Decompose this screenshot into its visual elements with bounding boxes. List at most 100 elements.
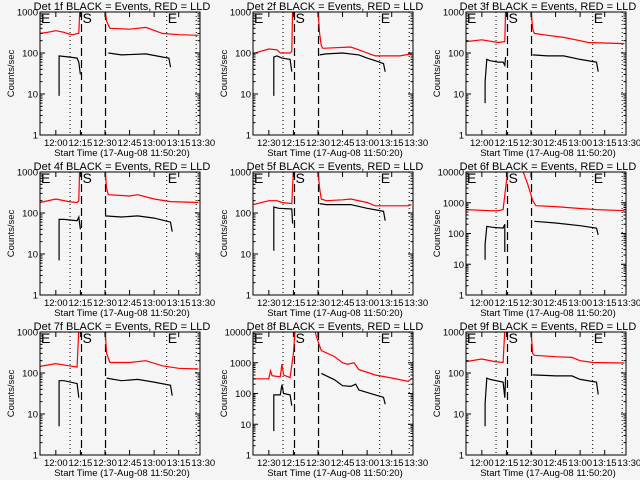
x-tick-label: 12:15 [282,458,306,469]
x-tick-label: 13:15 [380,298,404,309]
y-axis-label: Counts/sec [6,209,17,257]
marker-label: E [467,330,476,346]
panel-title: Det 5f BLACK = Events, RED = LLD [247,161,424,173]
y-tick-label: 10 [240,250,251,261]
x-tick-label: 12:30 [519,298,543,309]
x-axis-label: Start Time (17-Aug-08 11:50:20) [480,148,616,159]
x-tick-label: 12:00 [44,298,68,309]
x-tick-label: 13:30 [617,138,640,149]
x-tick-label: 13:15 [167,298,191,309]
x-tick-label: 12:30 [257,298,281,309]
y-tick-label: 100 [235,389,251,400]
x-tick-label: 12:00 [470,458,494,469]
series-line-lld [40,12,199,36]
marker-label: E [254,330,263,346]
plot-frame [465,331,627,456]
x-tick-label: 13:00 [568,298,592,309]
plot-frame [39,171,201,296]
x-tick-label: 13:00 [142,458,166,469]
y-tick-label: 1 [33,131,38,142]
x-tick-label: 13:00 [355,458,379,469]
plot-frame [252,171,414,296]
plot-frame [252,11,414,136]
y-tick-label: 1 [33,451,38,462]
series-line-lld [466,332,625,364]
x-tick-label: 12:30 [257,138,281,149]
plot-frame [39,11,201,136]
y-tick-label: 10 [27,410,38,421]
plot-frame [252,331,414,456]
x-tick-label: 12:30 [519,138,543,149]
series-line-lld [40,172,199,204]
y-tick-label: 100 [22,209,38,220]
y-tick-label: 1 [246,131,251,142]
y-tick-label: 1 [459,451,464,462]
x-tick-label: 12:45 [118,298,142,309]
x-tick-label: 13:30 [617,458,640,469]
x-tick-label: 12:15 [69,298,93,309]
y-tick-label: 10 [27,250,38,261]
x-tick-label: 12:00 [44,138,68,149]
x-tick-label: 12:00 [44,458,68,469]
x-tick-label: 13:15 [380,138,404,149]
y-axis-label: Counts/sec [6,369,17,417]
marker-label: S [83,330,92,346]
x-tick-label: 12:45 [544,138,568,149]
x-tick-label: 13:30 [191,138,215,149]
series-line-events [273,52,386,96]
y-tick-label: 1000 [17,328,38,339]
y-tick-label: 100 [22,49,38,60]
x-tick-label: 13:15 [167,138,191,149]
y-tick-label: 1000 [230,358,251,369]
series-line-lld [40,332,199,370]
y-axis-label: Counts/sec [6,49,17,97]
series-line-events [273,372,386,432]
y-axis-label: Counts/sec [219,209,230,257]
y-tick-label: 1 [246,291,251,302]
series-line-lld [466,12,625,45]
series-line-events [58,214,173,261]
marker-label: S [296,10,305,26]
x-axis-label: Start Time (17-Aug-08 11:50:20) [54,468,190,479]
marker-label: E [41,10,50,26]
y-axis-label: Counts/sec [219,49,230,97]
x-tick-label: 12:15 [282,138,306,149]
panel-title: Det 4f BLACK = Events, RED = LLD [34,161,211,173]
x-axis-label: Start Time (17-Aug-08 11:50:20) [54,308,190,319]
y-tick-label: 100 [448,369,464,380]
y-tick-label: 10000 [225,328,251,339]
x-tick-label: 12:00 [470,298,494,309]
y-tick-label: 1000 [443,328,464,339]
series-line-events [484,54,599,104]
x-tick-label: 12:00 [470,138,494,149]
x-tick-label: 13:30 [191,298,215,309]
x-tick-label: 12:30 [306,138,330,149]
series-line-lld [253,332,412,382]
x-tick-label: 12:45 [331,138,355,149]
y-tick-label: 10 [27,90,38,101]
marker-label: E [467,170,476,186]
panel-title: Det 3f BLACK = Events, RED = LLD [460,1,637,13]
x-tick-label: 13:00 [568,458,592,469]
marker-label: E [594,10,603,26]
x-axis-label: Start Time (17-Aug-08 11:50:20) [54,148,190,159]
marker-label: S [509,330,518,346]
y-tick-label: 100 [235,49,251,60]
y-tick-label: 10 [453,90,464,101]
series-line-events [484,374,599,427]
series-line-events [58,377,173,427]
x-tick-label: 12:15 [282,298,306,309]
x-tick-label: 13:00 [355,298,379,309]
x-tick-label: 13:00 [142,138,166,149]
marker-label: S [83,170,92,186]
marker-label: S [509,10,518,26]
x-tick-label: 12:45 [118,458,142,469]
marker-label: E [254,170,263,186]
